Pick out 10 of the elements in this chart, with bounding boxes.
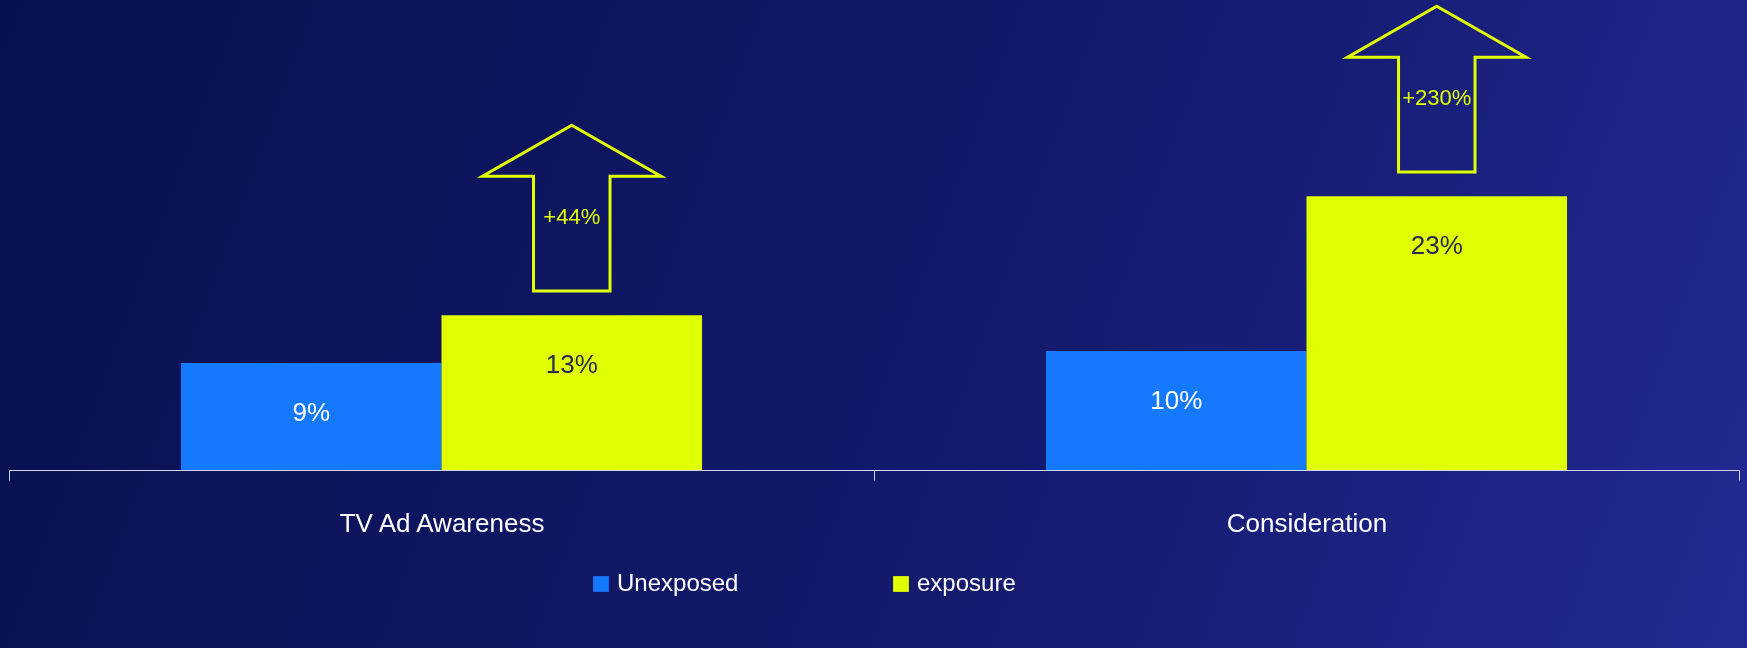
legend-label: Unexposed xyxy=(617,569,739,596)
annotation: +44% xyxy=(543,204,601,230)
x-tick-label: TV Ad Awareness xyxy=(339,507,545,538)
data-label: 9% xyxy=(292,396,331,427)
data-label: 10% xyxy=(1150,384,1203,415)
legend-label: exposure xyxy=(917,569,1016,596)
text: +230% xyxy=(1402,85,1472,111)
x-tick-label: Consideration xyxy=(1226,507,1388,538)
data-label: 13% xyxy=(545,349,598,380)
data-label: 23% xyxy=(1410,230,1463,261)
